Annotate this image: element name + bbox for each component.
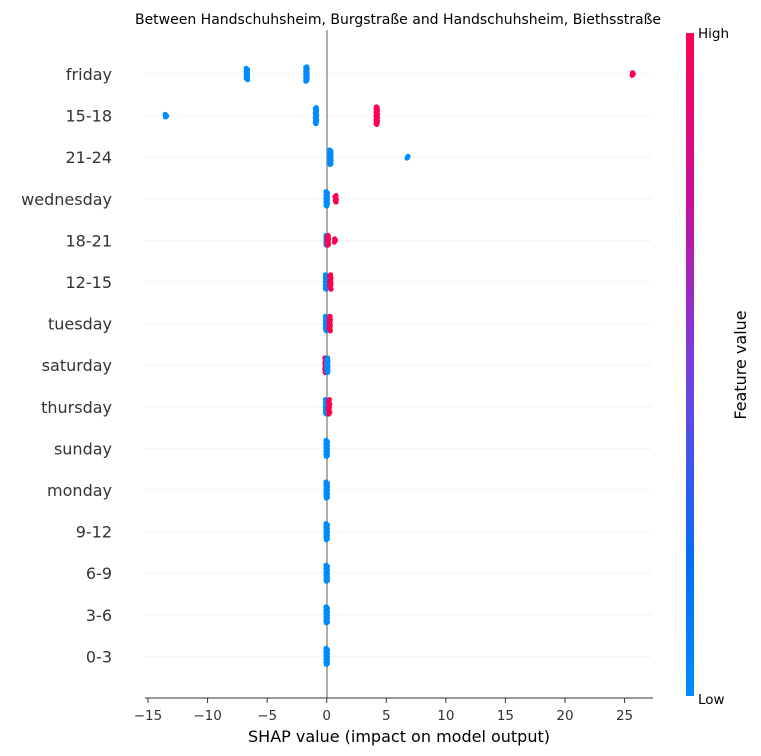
x-tick-label-15: 15: [497, 708, 514, 724]
feature-label-15-18: 15-18: [66, 107, 113, 126]
data-points: [162, 64, 636, 668]
feature-label-21-24: 21-24: [66, 148, 113, 167]
feature-label-18-21: 18-21: [66, 231, 113, 250]
feature-label-12-15: 12-15: [66, 273, 113, 292]
point-friday-2-2: [629, 72, 635, 78]
x-axis-title: SHAP value (impact on model output): [248, 727, 550, 746]
feature-label-3-6: 3-6: [86, 606, 112, 625]
point-9-12-0-23: [323, 537, 329, 543]
point-0-3-0-23: [323, 661, 329, 668]
point-tuesday-1-13: [327, 328, 333, 334]
feature-label-wednesday: wednesday: [21, 190, 112, 209]
x-ticks: −15 −10 −5 0 5 10 15 20 25: [134, 698, 633, 724]
colorbar-title: Feature value: [731, 310, 750, 419]
point-12-15-1-13: [328, 286, 334, 292]
x-axis: −15 −10 −5 0 5 10 15 20 25 SHAP value (impact on…: [134, 697, 653, 746]
point-15-18-0-3: [162, 114, 169, 120]
x-tick-label--10: −10: [193, 708, 222, 724]
point-saturday-1-15: [325, 369, 331, 375]
feature-labels: friday 15-18 21-24 wednesday 18-21 12-15 tuesd…: [21, 65, 112, 666]
point-monday-0-23: [323, 495, 329, 501]
feature-label-0-3: 0-3: [86, 647, 112, 666]
point-21-24-1-1: [404, 155, 410, 161]
point-sunday-0-23: [323, 453, 329, 459]
feature-label-sunday: sunday: [54, 439, 112, 458]
colorbar-gradient: [686, 33, 694, 696]
point-wednesday-0-21: [324, 203, 330, 209]
point-15-18-1-17: [313, 121, 319, 127]
x-tick-label-10: 10: [437, 708, 454, 724]
point-6-9-0-23: [323, 578, 329, 584]
x-tick-label-25: 25: [616, 708, 633, 724]
point-thursday-1-9: [326, 411, 332, 417]
x-tick-label-0: 0: [322, 708, 331, 724]
x-tick-label--15: −15: [134, 708, 163, 724]
x-tick-label-5: 5: [382, 708, 391, 724]
point-15-18-2-23: [374, 121, 380, 127]
feature-label-6-9: 6-9: [86, 564, 112, 583]
point-wednesday-1-5: [333, 199, 339, 205]
feature-label-monday: monday: [47, 481, 112, 500]
point-18-21-2-2: [331, 239, 337, 245]
point-3-6-0-23: [323, 620, 329, 626]
x-tick-label--5: −5: [257, 708, 277, 724]
feature-label-tuesday: tuesday: [48, 315, 112, 334]
feature-label-friday: friday: [66, 65, 112, 84]
chart-title: Between Handschuhsheim, Burgstraße and H…: [135, 12, 661, 28]
feature-label-saturday: saturday: [42, 356, 112, 375]
feature-label-9-12: 9-12: [76, 523, 112, 542]
point-18-21-1-9: [324, 242, 331, 248]
row-gridlines: [145, 73, 653, 657]
point-friday-1-21: [303, 78, 309, 84]
feature-label-thursday: thursday: [41, 398, 112, 417]
point-21-24-0-23: [327, 161, 333, 167]
point-friday-0-17: [244, 77, 251, 83]
colorbar-low-label: Low: [698, 692, 725, 708]
colorbar: High Low Feature value: [686, 26, 750, 708]
colorbar-high-label: High: [698, 26, 729, 42]
x-tick-label-20: 20: [556, 708, 573, 724]
